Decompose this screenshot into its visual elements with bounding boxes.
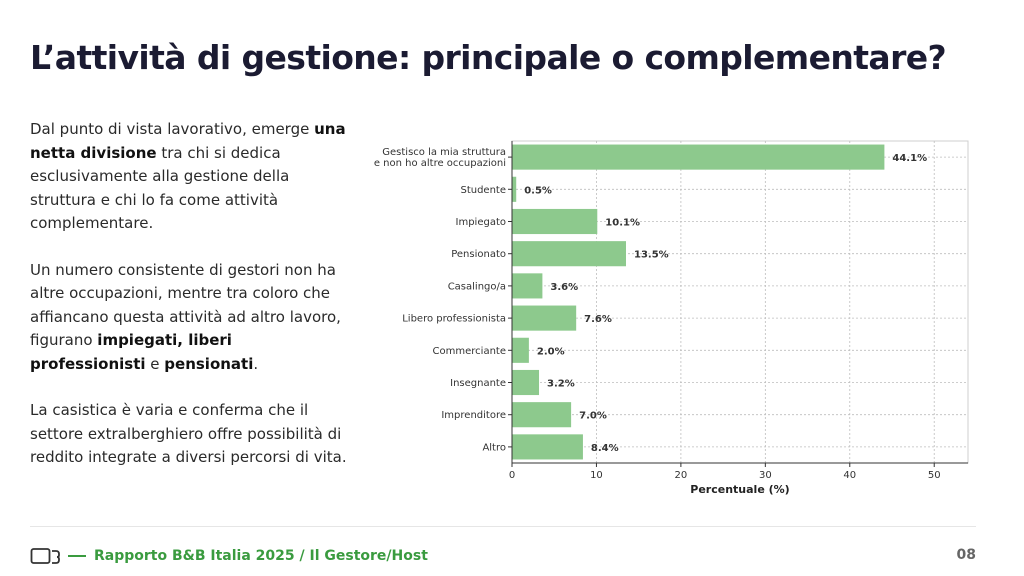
bar [512,208,598,235]
bed-icon [30,546,62,566]
bar [512,305,577,331]
data-label: 10.1% [605,218,640,229]
category-label: Pensionato [451,249,506,260]
bar [512,369,540,396]
category-label: Commerciante [433,346,506,357]
paragraph-text: La casistica è varia e conferma che il s… [30,401,347,466]
paragraph-text: tra chi si dedica esclusivamente alla ge… [30,143,290,233]
x-tick-label: 50 [928,470,941,481]
bar-chart: 0 10 20 30 40 50 44.1% Gestisco la mia struttur… [374,140,969,496]
bar [512,337,529,363]
category-label: Imprenditore [441,410,506,421]
category-label: Impiegato [456,217,506,228]
category-label: Altro [482,442,506,453]
footer-divider [30,526,976,527]
data-label: 44.1% [892,153,927,164]
emphasis-text: una netta divisione [30,120,346,162]
bar [512,273,543,299]
bar [512,402,572,428]
x-tick-label: 30 [759,470,772,481]
footer-report-title: Rapporto B&B Italia 2025 / Il Gestore/Ho… [94,548,428,564]
bar [512,434,583,460]
data-label: 3.6% [550,282,578,293]
data-label: 2.0% [537,346,565,357]
footer-dash [68,555,86,557]
data-label: 3.2% [547,379,575,390]
bar [512,241,626,267]
paragraph-text: Dal punto di vista lavorativo, emerge [30,120,315,138]
category-label: Libero professionista [402,314,506,325]
data-label: 13.5% [634,250,669,261]
bar [512,144,885,170]
category-label: Casalingo/a [448,281,506,292]
page-number: 08 [956,547,976,563]
x-tick-label: 40 [843,470,856,481]
x-tick-label: 10 [590,470,603,481]
data-label: 0.5% [524,185,552,196]
category-label: Studente [460,185,506,196]
bar [512,176,517,202]
x-tick-label: 0 [509,470,515,481]
footer: Rapporto B&B Italia 2025 / Il Gestore/Ho… [30,545,428,567]
data-label: 8.4% [591,443,619,454]
category-label: Gestisco la mia struttura [382,147,506,158]
x-tick-label: 20 [675,470,688,481]
emphasis-text: pensionati [164,354,254,373]
page-title: L’attività di gestione: principale o com… [30,38,947,77]
body-paragraph: Un numero consistente di gestori non ha … [30,259,350,377]
data-label: 7.6% [584,314,612,325]
paragraph-text: Un numero consistente di gestori non ha … [30,260,341,350]
body-paragraph: La casistica è varia e conferma che il s… [30,399,350,470]
category-label: e non ho altre occupazioni [374,158,506,169]
body-paragraph: Dal punto di vista lavorativo, emerge un… [30,118,350,236]
emphasis-text: impiegati, liberi professionisti [30,331,232,373]
x-axis-title: Percentuale (%) [690,483,789,496]
category-label: Insegnante [450,378,506,389]
body-text: Dal punto di vista lavorativo, emerge un… [30,118,350,493]
paragraph-text: e [145,354,165,373]
paragraph-text: . [253,354,259,373]
data-label: 7.0% [579,411,607,422]
